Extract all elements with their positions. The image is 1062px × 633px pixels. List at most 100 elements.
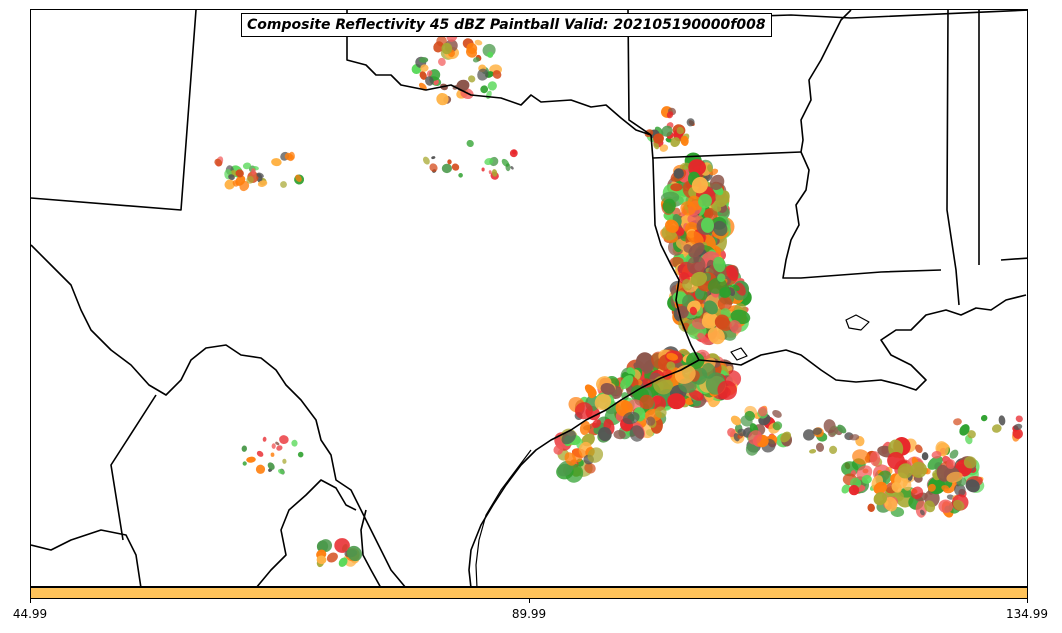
paintball-blob [726, 265, 739, 281]
paintball-blob [256, 450, 264, 457]
paintball-blob [587, 447, 604, 463]
paintball-blob [780, 431, 792, 443]
paintball-blob [433, 79, 439, 86]
paintball-blob [680, 135, 689, 146]
paintball-blob [655, 406, 667, 419]
paintball-layer [214, 29, 1023, 568]
paintball-blob [447, 159, 452, 165]
paintball-blob [594, 393, 612, 411]
paintball-blob [812, 427, 822, 435]
paintball-blob [852, 449, 870, 465]
paintball-blob [271, 443, 276, 449]
paintball-blob [270, 452, 275, 457]
paintball-blob [441, 163, 452, 174]
boundary-layer [31, 10, 1027, 586]
paintball-blob [282, 458, 287, 464]
paintball-blob [477, 68, 489, 81]
paintball-blob [481, 167, 485, 172]
paintball-blob [965, 479, 980, 493]
colorbar-tick-max [1027, 599, 1028, 603]
chart-title: Composite Reflectivity 45 dBZ Paintball … [241, 13, 772, 37]
paintball-blob [474, 39, 483, 46]
paintball-blob [242, 461, 247, 466]
paintball-blob [717, 273, 726, 282]
paintball-blob [484, 157, 494, 166]
paintball-blob [841, 484, 851, 494]
paintball-blob [887, 451, 905, 470]
paintball-blob [867, 503, 875, 512]
paintball-blob [492, 70, 502, 79]
paintball-blob [429, 163, 438, 172]
paintball-blob [704, 300, 718, 315]
mexico-state-boundary-2 [31, 529, 142, 586]
paintball-blob [688, 159, 706, 176]
paintball-blob [642, 359, 655, 374]
paintball-blob [700, 217, 715, 233]
paintball-blob [491, 169, 498, 177]
paintball-blob [745, 442, 759, 456]
paintball-blob [426, 70, 433, 77]
paintball-blob [697, 332, 706, 341]
paintball-blob [717, 296, 733, 311]
state-boundary-tx-la [650, 134, 700, 361]
paintball-blob [665, 137, 673, 143]
paintball-blob [326, 552, 338, 563]
paintball-blob [214, 158, 223, 167]
paintball-blob [438, 57, 446, 66]
coastline-barrier [475, 449, 532, 586]
paintball-blob [891, 482, 902, 493]
paintball-blob [653, 375, 673, 395]
paintball-blob [291, 439, 298, 447]
paintball-blob [691, 176, 708, 194]
paintball-blob [251, 168, 256, 175]
paintball-blob [419, 71, 427, 80]
paintball-blob [713, 256, 726, 273]
paintball-blob [803, 429, 815, 441]
paintball-blob [431, 156, 436, 160]
paintball-blob [228, 174, 235, 180]
paintball-blob [418, 57, 429, 63]
paintball-blob [267, 462, 275, 470]
state-boundary-ms-al [946, 10, 960, 306]
paintball-blob [598, 427, 612, 442]
paintball-blob [257, 180, 268, 187]
paintball-blob [653, 141, 660, 150]
paintball-blob [998, 415, 1006, 426]
paintball-blob [297, 451, 304, 458]
paintball-blob [953, 499, 965, 511]
paintball-blob [239, 180, 250, 192]
paintball-blob [963, 456, 977, 469]
paintball-blob [689, 306, 698, 316]
paintball-blob [861, 474, 872, 484]
paintball-blob [849, 434, 860, 441]
mexico-state-boundary-3 [256, 479, 357, 586]
paintball-blob [737, 428, 746, 437]
paintball-blob [670, 137, 681, 148]
paintball-blob [433, 41, 444, 53]
paintball-blob [949, 449, 959, 459]
lake-pontchartrain [845, 314, 870, 331]
colorbar-tick-label-mid: 89.99 [511, 607, 547, 621]
paintball-blob [719, 287, 731, 298]
paintball-blob [941, 485, 950, 492]
paintball-blob [953, 418, 962, 426]
paintball-blob [241, 445, 248, 452]
paintball-blob [927, 483, 936, 492]
paintball-blob [967, 430, 976, 439]
paintball-blob [487, 81, 497, 91]
paintball-blob [959, 424, 970, 436]
paintball-blob [823, 419, 836, 434]
paintball-blob [938, 499, 953, 514]
border-rio-grande [31, 244, 406, 586]
paintball-blob [659, 144, 669, 152]
paintball-blob [553, 445, 564, 455]
paintball-blob [666, 111, 674, 119]
state-boundary-nm-tx [31, 10, 197, 211]
paintball-blob [829, 445, 838, 454]
map-panel [30, 9, 1028, 587]
paintball-blob [689, 389, 704, 401]
paintball-blob [256, 172, 264, 179]
paintball-blob [915, 444, 923, 454]
paintball-blob [701, 312, 719, 329]
paintball-blob [510, 166, 514, 170]
